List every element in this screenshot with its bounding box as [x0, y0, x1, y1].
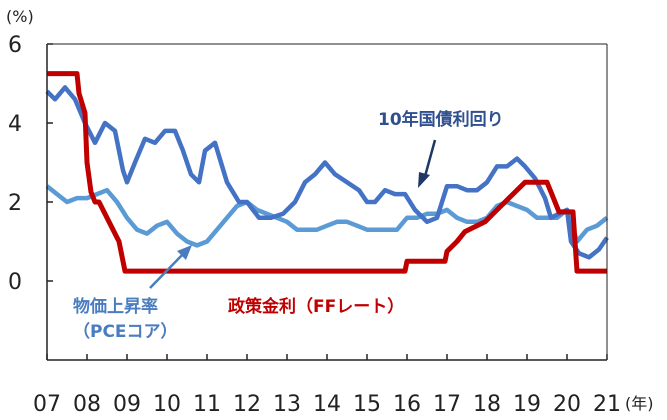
y-unit-label: (%): [6, 7, 34, 26]
pce-core-arrow-head: [177, 245, 192, 260]
treasury-10y-arrow-head: [418, 172, 430, 188]
pce-core-arrow: [149, 251, 186, 289]
series-line-ff-rate: [47, 71, 607, 274]
x-tick-label: 09: [113, 392, 141, 417]
treasury-10y-annotation: 10年国債利回り: [378, 109, 504, 130]
y-tick-label: 2: [8, 191, 22, 216]
x-tick-label: 20: [553, 392, 581, 417]
pce-core-annotation-line1: 物価上昇率: [73, 296, 158, 317]
y-tick-label: 0: [8, 270, 22, 295]
tick-marks: [46, 43, 608, 360]
x-tick-label: 21: [593, 392, 621, 417]
x-tick-label: 16: [393, 392, 421, 417]
x-tick-label: 18: [473, 392, 501, 417]
x-tick-label: 08: [73, 392, 101, 417]
x-tick-label: 15: [353, 392, 381, 417]
x-tick-label: 14: [313, 392, 341, 417]
x-tick-label: 17: [433, 392, 461, 417]
y-tick-label: 4: [8, 112, 22, 137]
ff-rate-annotation: 政策金利（FFレート）: [228, 296, 404, 317]
x-tick-label: 07: [33, 392, 61, 417]
x-tick-label: 11: [193, 392, 221, 417]
x-unit-label: (年): [625, 394, 654, 413]
pce-core-annotation-line2: （PCEコア）: [73, 321, 178, 342]
x-tick-label: 13: [273, 392, 301, 417]
series-line-pce-core: [45, 184, 609, 248]
treasury-10y-arrow: [422, 139, 437, 181]
x-tick-label: 10: [153, 392, 181, 417]
x-tick-label: 12: [233, 392, 261, 417]
y-tick-label: 6: [8, 33, 22, 58]
series-line-treasury-10y: [45, 85, 609, 260]
series-lines: [45, 71, 609, 274]
x-tick-label: 19: [513, 392, 541, 417]
